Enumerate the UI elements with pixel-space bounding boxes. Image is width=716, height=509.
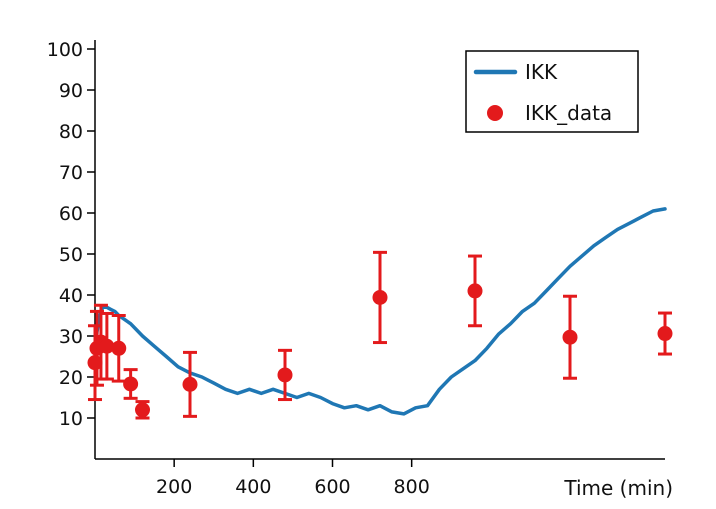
data-point — [562, 329, 578, 345]
data-point — [372, 289, 388, 305]
legend-swatch-ikk-data — [487, 105, 503, 121]
data-point — [277, 367, 293, 383]
legend-label-ikk-data: IKK_data — [525, 101, 612, 125]
y-tick-label: 10 — [59, 408, 83, 430]
data-point — [123, 376, 139, 392]
y-tick-label: 90 — [59, 80, 83, 102]
x-tick-label: 800 — [394, 476, 430, 498]
y-tick-label: 70 — [59, 162, 83, 184]
data-point — [135, 402, 150, 418]
series-line-ikk — [93, 207, 667, 416]
data-point — [99, 338, 115, 354]
y-tick-label: 80 — [59, 121, 83, 143]
y-tick-label: 60 — [59, 203, 83, 225]
y-tick-label: 30 — [59, 326, 83, 348]
data-point — [182, 376, 198, 392]
data-point — [87, 355, 103, 371]
data-point — [111, 340, 127, 356]
data-points-layer — [87, 250, 673, 420]
data-point — [467, 283, 483, 299]
y-tick-label: 40 — [59, 285, 83, 307]
x-tick-label: 200 — [156, 476, 192, 498]
x-axis-label: Time (min) — [563, 476, 673, 500]
legend: IKK IKK_data — [465, 50, 639, 133]
y-tick-label: 20 — [59, 367, 83, 389]
model-line-layer — [93, 207, 667, 416]
y-tick-label: 100 — [47, 39, 83, 61]
x-tick-label: 400 — [235, 476, 271, 498]
data-point — [657, 326, 673, 342]
x-tick-label: 600 — [314, 476, 350, 498]
tick-group: 10 20 30 40 50 60 70 80 90 100 200 400 600 800 — [47, 39, 430, 498]
y-tick-label: 50 — [59, 244, 83, 266]
legend-label-ikk: IKK — [525, 60, 558, 84]
